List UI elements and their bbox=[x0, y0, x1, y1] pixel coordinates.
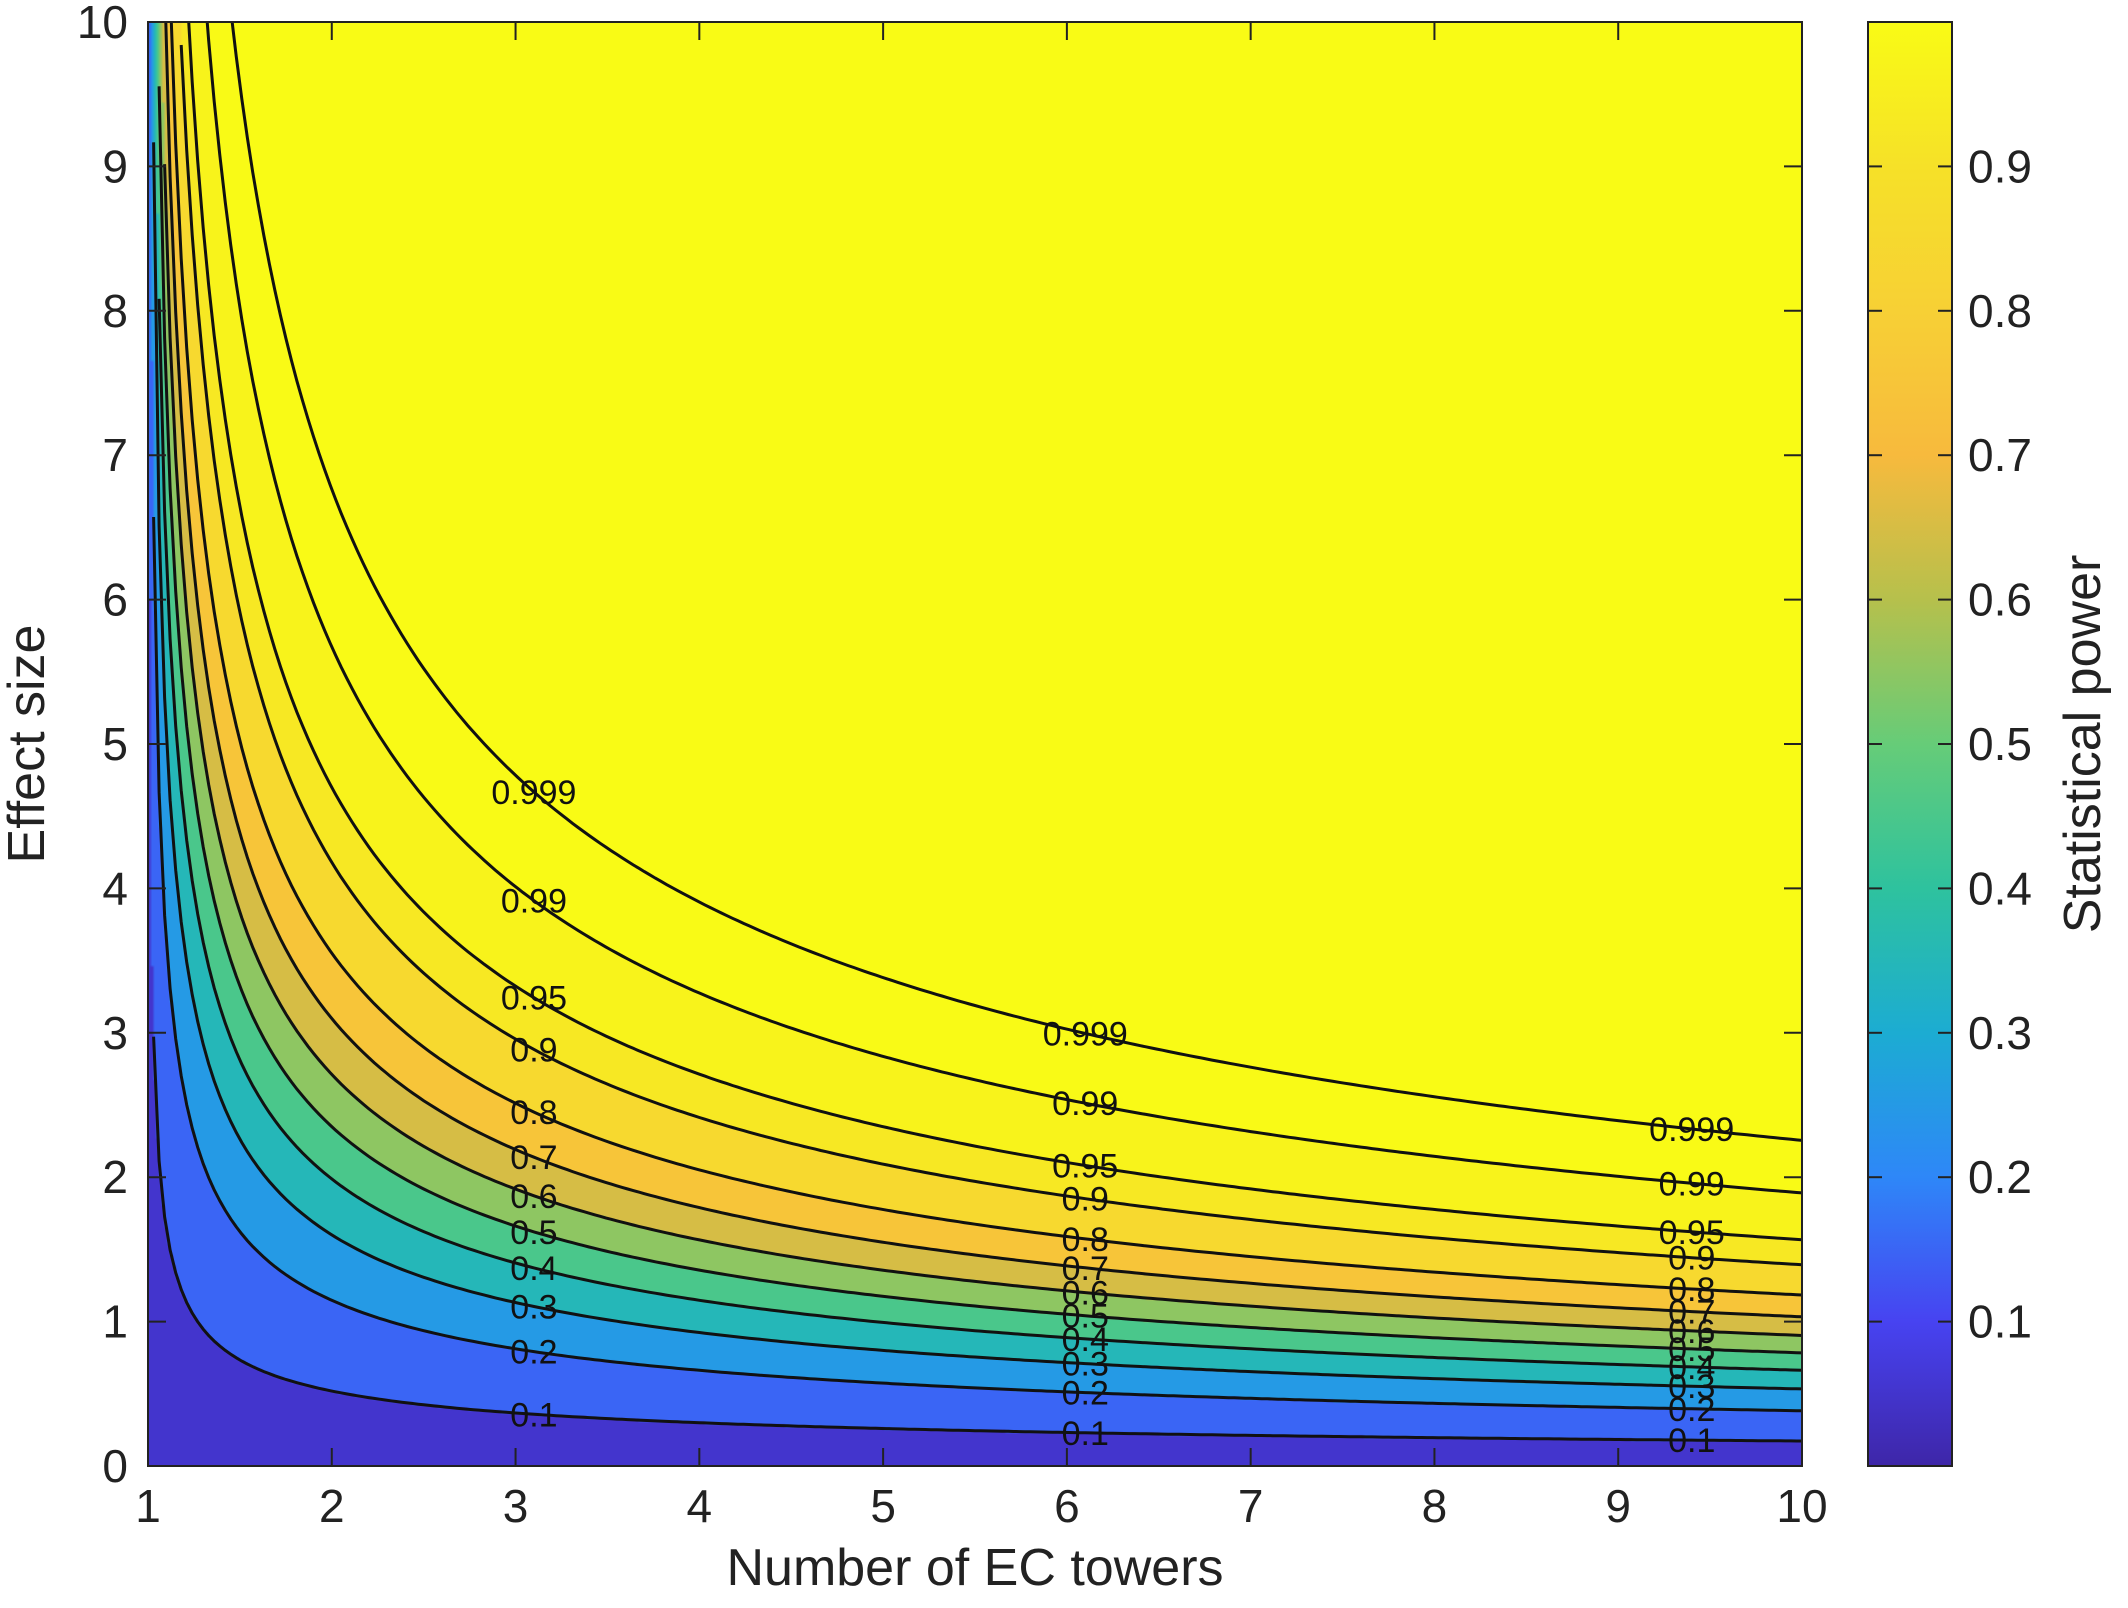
contour-label: 0.4 bbox=[1062, 1321, 1109, 1359]
power-heatmap bbox=[148, 22, 1802, 1466]
contour-label: 0.2 bbox=[510, 1334, 557, 1372]
contour-label: 0.3 bbox=[1062, 1346, 1109, 1384]
contour-label: 0.99 bbox=[1052, 1085, 1118, 1123]
x-tick-label: 2 bbox=[319, 1480, 345, 1532]
contour-line bbox=[157, 86, 1802, 1355]
contour-label: 0.6 bbox=[510, 1178, 557, 1216]
colorbar-tick-label: 0.6 bbox=[1968, 574, 2032, 626]
x-axis-ticks: 1 2 3 4 5 6 7 8 9 10 bbox=[135, 22, 1828, 1532]
y-tick-label: 9 bbox=[102, 140, 128, 192]
contour-line bbox=[152, 516, 1802, 1413]
colorbar-tick-label: 0.7 bbox=[1968, 429, 2032, 481]
contour-line bbox=[205, 22, 1802, 1195]
contour-label: 0.2 bbox=[1062, 1375, 1109, 1413]
contour-label: 0.8 bbox=[1062, 1221, 1109, 1259]
x-tick-label: 8 bbox=[1422, 1480, 1448, 1532]
contour-label: 0.1 bbox=[1062, 1415, 1109, 1453]
contour-label: 0.1 bbox=[510, 1396, 557, 1434]
contour-label: 0.7 bbox=[510, 1139, 557, 1177]
y-tick-label: 5 bbox=[102, 718, 128, 770]
contour-line bbox=[152, 142, 1802, 1391]
contour-line bbox=[152, 1036, 1802, 1443]
contour-label: 0.5 bbox=[1668, 1331, 1715, 1369]
contour-line bbox=[230, 22, 1802, 1142]
contour-label: 0.99 bbox=[1659, 1165, 1725, 1203]
y-tick-label: 7 bbox=[102, 429, 128, 481]
colorbar-tick-label: 0.3 bbox=[1968, 1007, 2032, 1059]
colorbar-label: Statistical power bbox=[2054, 555, 2112, 934]
contour-line bbox=[169, 22, 1802, 1297]
y-tick-label: 0 bbox=[102, 1440, 128, 1492]
x-tick-label: 9 bbox=[1605, 1480, 1631, 1532]
contour-label: 0.7 bbox=[1062, 1250, 1109, 1288]
y-axis-ticks: 0 1 2 3 4 5 6 7 8 9 10 bbox=[77, 0, 1802, 1492]
contour-line bbox=[163, 164, 1802, 1337]
contour-label: 0.2 bbox=[1668, 1391, 1715, 1429]
contour-label: 0.7 bbox=[1668, 1294, 1715, 1332]
contour-label: 0.4 bbox=[510, 1250, 557, 1288]
colorbar-ticks: 0.1 0.2 0.3 0.4 0.5 0.6 0.7 0.8 0.9 bbox=[1868, 140, 2032, 1348]
contour-line bbox=[164, 22, 1802, 1319]
y-tick-label: 2 bbox=[102, 1151, 128, 1203]
contour-label: 0.9 bbox=[510, 1031, 557, 1069]
colorbar-tick-label: 0.8 bbox=[1968, 285, 2032, 337]
contour-label: 0.999 bbox=[1649, 1111, 1734, 1149]
y-axis-label: Effect size bbox=[0, 625, 56, 864]
colorbar: 0.1 0.2 0.3 0.4 0.5 0.6 0.7 0.8 0.9 bbox=[1867, 21, 2032, 1467]
y-tick-label: 6 bbox=[102, 574, 128, 626]
contour-label: 0.8 bbox=[510, 1094, 557, 1132]
contour-label: 0.6 bbox=[1668, 1313, 1715, 1351]
contour-lines bbox=[152, 22, 1802, 1443]
y-tick-label: 1 bbox=[102, 1296, 128, 1348]
contour-line bbox=[187, 22, 1802, 1242]
contour-labels: 0.1 0.1 0.10.20.2 0.20.30.30.30.40.40.40.50… bbox=[491, 774, 1734, 1460]
x-tick-label: 3 bbox=[503, 1480, 529, 1532]
contour-label: 0.95 bbox=[1659, 1214, 1725, 1252]
colorbar-tick-label: 0.4 bbox=[1968, 862, 2032, 914]
x-tick-label: 5 bbox=[870, 1480, 896, 1532]
contour-label: 0.5 bbox=[1062, 1298, 1109, 1336]
y-tick-label: 10 bbox=[77, 0, 128, 48]
contour-label: 0.3 bbox=[510, 1288, 557, 1326]
contour-label: 0.95 bbox=[501, 980, 567, 1018]
contour-label: 0.4 bbox=[1668, 1349, 1715, 1387]
contour-label: 0.5 bbox=[510, 1214, 557, 1252]
x-tick-label: 1 bbox=[135, 1480, 161, 1532]
plot-area: 0.1 0.1 0.10.20.2 0.20.30.30.30.40.40.40.50… bbox=[147, 21, 1803, 1467]
contour-label: 0.9 bbox=[1668, 1240, 1715, 1278]
contour-line bbox=[179, 44, 1802, 1267]
contour-label: 0.9 bbox=[1062, 1181, 1109, 1219]
x-axis-label: Number of EC towers bbox=[726, 1539, 1223, 1597]
contour-label: 0.3 bbox=[1668, 1368, 1715, 1406]
y-tick-label: 4 bbox=[102, 862, 128, 914]
x-tick-label: 7 bbox=[1238, 1480, 1264, 1532]
x-tick-label: 10 bbox=[1776, 1480, 1827, 1532]
contour-line bbox=[157, 298, 1802, 1372]
colorbar-tick-label: 0.9 bbox=[1968, 140, 2032, 192]
y-tick-label: 3 bbox=[102, 1007, 128, 1059]
x-tick-label: 4 bbox=[687, 1480, 713, 1532]
colorbar-tick-label: 0.5 bbox=[1968, 718, 2032, 770]
contour-label: 0.1 bbox=[1668, 1422, 1715, 1460]
x-tick-label: 6 bbox=[1054, 1480, 1080, 1532]
contour-label: 0.99 bbox=[501, 883, 567, 921]
colorbar-tick-label: 0.1 bbox=[1968, 1296, 2032, 1348]
contour-label: 0.999 bbox=[1043, 1015, 1128, 1053]
colorbar-tick-label: 0.2 bbox=[1968, 1151, 2032, 1203]
y-tick-label: 8 bbox=[102, 285, 128, 337]
contour-label: 0.6 bbox=[1062, 1275, 1109, 1313]
contour-label: 0.8 bbox=[1668, 1271, 1715, 1309]
contour-label: 0.95 bbox=[1052, 1147, 1118, 1185]
contour-label: 0.999 bbox=[491, 774, 576, 812]
